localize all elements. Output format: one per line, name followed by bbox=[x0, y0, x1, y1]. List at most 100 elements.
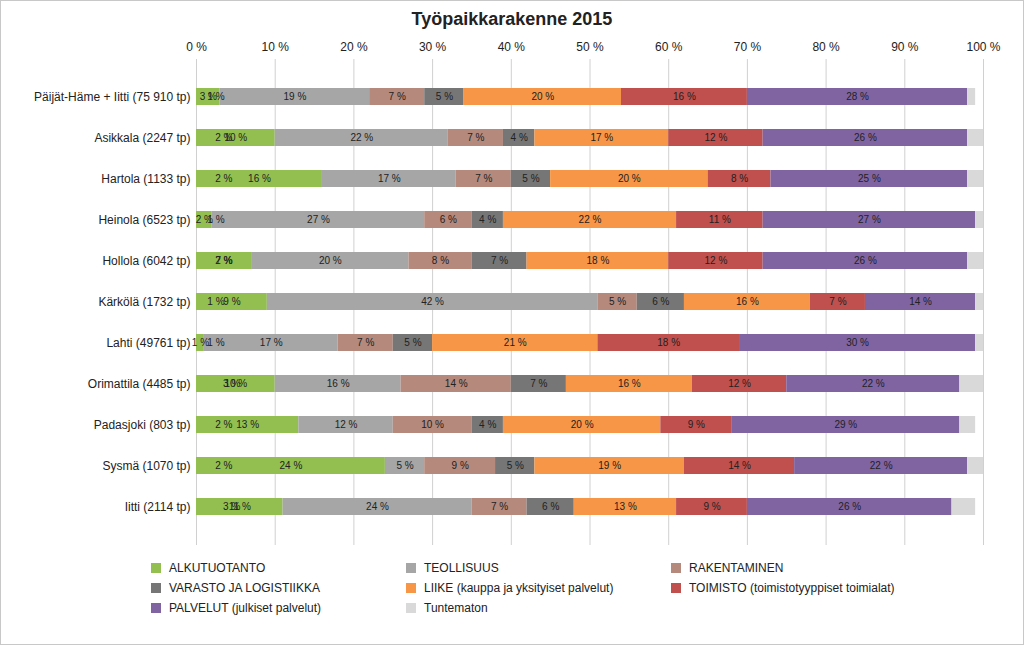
svg-text:30 %: 30 % bbox=[419, 40, 447, 54]
svg-text:24 %: 24 % bbox=[366, 501, 389, 512]
svg-text:9 %: 9 % bbox=[223, 296, 240, 307]
svg-text:11 %: 11 % bbox=[709, 214, 731, 225]
svg-text:7 %: 7 % bbox=[389, 91, 406, 102]
svg-text:100 %: 100 % bbox=[966, 40, 1000, 54]
svg-text:12 %: 12 % bbox=[705, 132, 728, 143]
svg-text:6 %: 6 % bbox=[542, 501, 559, 512]
svg-text:5 %: 5 % bbox=[522, 173, 539, 184]
svg-text:14 %: 14 % bbox=[909, 296, 932, 307]
svg-text:13 %: 13 % bbox=[236, 419, 259, 430]
svg-text:2 %: 2 % bbox=[215, 173, 232, 184]
svg-text:2 %: 2 % bbox=[215, 419, 232, 430]
svg-text:7 %: 7 % bbox=[491, 501, 508, 512]
svg-text:30 %: 30 % bbox=[846, 337, 869, 348]
svg-text:26 %: 26 % bbox=[854, 132, 877, 143]
svg-text:27 %: 27 % bbox=[858, 214, 881, 225]
svg-text:19 %: 19 % bbox=[283, 91, 306, 102]
svg-text:Iitti (2114 tp): Iitti (2114 tp) bbox=[125, 500, 191, 514]
svg-text:Päijät-Häme + Iitti (75 910 tp: Päijät-Häme + Iitti (75 910 tp) bbox=[34, 90, 190, 104]
svg-text:17 %: 17 % bbox=[378, 173, 401, 184]
svg-text:9 %: 9 % bbox=[452, 460, 469, 471]
svg-text:5 %: 5 % bbox=[436, 91, 453, 102]
svg-text:9 %: 9 % bbox=[688, 419, 705, 430]
svg-text:22 %: 22 % bbox=[579, 214, 602, 225]
svg-text:7 %: 7 % bbox=[357, 337, 374, 348]
svg-text:7 %: 7 % bbox=[475, 173, 492, 184]
svg-text:5 %: 5 % bbox=[396, 460, 413, 471]
svg-text:4 %: 4 % bbox=[479, 214, 496, 225]
svg-text:Orimattila (4485 tp): Orimattila (4485 tp) bbox=[88, 377, 191, 391]
svg-text:2 %: 2 % bbox=[215, 132, 232, 143]
svg-text:1 %: 1 % bbox=[207, 214, 224, 225]
svg-text:50 %: 50 % bbox=[576, 40, 604, 54]
svg-text:Asikkala (2247 tp): Asikkala (2247 tp) bbox=[94, 131, 190, 145]
svg-text:3 %: 3 % bbox=[223, 501, 240, 512]
svg-text:5 %: 5 % bbox=[404, 337, 421, 348]
svg-text:17 %: 17 % bbox=[260, 337, 283, 348]
svg-text:29 %: 29 % bbox=[834, 419, 857, 430]
svg-text:1 %: 1 % bbox=[207, 91, 224, 102]
svg-text:2 %: 2 % bbox=[215, 255, 232, 266]
svg-text:1 %: 1 % bbox=[207, 337, 224, 348]
svg-text:20 %: 20 % bbox=[571, 419, 594, 430]
svg-text:10 %: 10 % bbox=[262, 40, 290, 54]
svg-text:7 %: 7 % bbox=[530, 378, 547, 389]
svg-text:16 %: 16 % bbox=[327, 378, 350, 389]
svg-text:18 %: 18 % bbox=[586, 255, 609, 266]
svg-text:8 %: 8 % bbox=[731, 173, 748, 184]
svg-text:12 %: 12 % bbox=[728, 378, 751, 389]
svg-text:7 %: 7 % bbox=[215, 255, 232, 266]
svg-text:28 %: 28 % bbox=[846, 91, 869, 102]
svg-text:Heinola (6523 tp): Heinola (6523 tp) bbox=[98, 213, 190, 227]
svg-text:7 %: 7 % bbox=[829, 296, 846, 307]
svg-text:16 %: 16 % bbox=[248, 173, 271, 184]
svg-text:22 %: 22 % bbox=[870, 460, 893, 471]
svg-text:13 %: 13 % bbox=[614, 501, 637, 512]
svg-text:2 %: 2 % bbox=[215, 460, 232, 471]
svg-text:70 %: 70 % bbox=[734, 40, 762, 54]
svg-text:26 %: 26 % bbox=[838, 501, 861, 512]
svg-text:7 %: 7 % bbox=[491, 255, 508, 266]
svg-text:16 %: 16 % bbox=[673, 91, 696, 102]
svg-text:Lahti (49761 tp): Lahti (49761 tp) bbox=[106, 336, 190, 350]
svg-text:10 %: 10 % bbox=[421, 419, 444, 430]
svg-text:22 %: 22 % bbox=[862, 378, 885, 389]
svg-text:6 %: 6 % bbox=[652, 296, 669, 307]
svg-text:22 %: 22 % bbox=[350, 132, 373, 143]
svg-text:20 %: 20 % bbox=[340, 40, 368, 54]
svg-text:Sysmä (1070 tp): Sysmä (1070 tp) bbox=[102, 459, 190, 473]
svg-text:0 %: 0 % bbox=[186, 40, 207, 54]
svg-text:90 %: 90 % bbox=[891, 40, 919, 54]
svg-text:4 %: 4 % bbox=[479, 419, 496, 430]
svg-text:16 %: 16 % bbox=[736, 296, 759, 307]
svg-text:27 %: 27 % bbox=[307, 214, 330, 225]
svg-text:Kärkölä (1732 tp): Kärkölä (1732 tp) bbox=[98, 295, 190, 309]
svg-text:19 %: 19 % bbox=[598, 460, 621, 471]
svg-text:12 %: 12 % bbox=[335, 419, 358, 430]
svg-text:5 %: 5 % bbox=[507, 460, 524, 471]
svg-text:26 %: 26 % bbox=[854, 255, 877, 266]
svg-text:14 %: 14 % bbox=[445, 378, 468, 389]
svg-text:17 %: 17 % bbox=[590, 132, 613, 143]
svg-text:12 %: 12 % bbox=[705, 255, 728, 266]
svg-text:40 %: 40 % bbox=[498, 40, 526, 54]
svg-text:Hollola (6042 tp): Hollola (6042 tp) bbox=[102, 254, 190, 268]
svg-text:Padasjoki (803 tp): Padasjoki (803 tp) bbox=[94, 418, 191, 432]
svg-text:1 %: 1 % bbox=[207, 296, 224, 307]
svg-text:3 %: 3 % bbox=[223, 378, 240, 389]
svg-text:6 %: 6 % bbox=[440, 214, 457, 225]
svg-text:20 %: 20 % bbox=[319, 255, 342, 266]
svg-text:16 %: 16 % bbox=[618, 378, 641, 389]
svg-text:21 %: 21 % bbox=[504, 337, 527, 348]
svg-text:8 %: 8 % bbox=[432, 255, 449, 266]
svg-text:25 %: 25 % bbox=[858, 173, 881, 184]
svg-text:80 %: 80 % bbox=[812, 40, 840, 54]
svg-text:5 %: 5 % bbox=[609, 296, 626, 307]
svg-text:20 %: 20 % bbox=[618, 173, 641, 184]
svg-text:9 %: 9 % bbox=[703, 501, 720, 512]
svg-text:24 %: 24 % bbox=[280, 460, 303, 471]
svg-text:20 %: 20 % bbox=[531, 91, 554, 102]
svg-text:7 %: 7 % bbox=[467, 132, 484, 143]
svg-text:60 %: 60 % bbox=[655, 40, 683, 54]
svg-text:4 %: 4 % bbox=[511, 132, 528, 143]
